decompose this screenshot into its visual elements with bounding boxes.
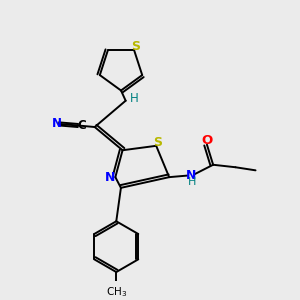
Text: C: C [77,119,86,132]
Text: CH$_3$: CH$_3$ [106,285,127,299]
Text: N: N [52,117,61,130]
Text: H: H [130,92,139,105]
Text: S: S [153,136,162,148]
Text: H: H [188,177,196,188]
Text: S: S [131,40,140,53]
Text: N: N [105,171,115,184]
Text: O: O [201,134,213,146]
Text: N: N [186,169,196,182]
